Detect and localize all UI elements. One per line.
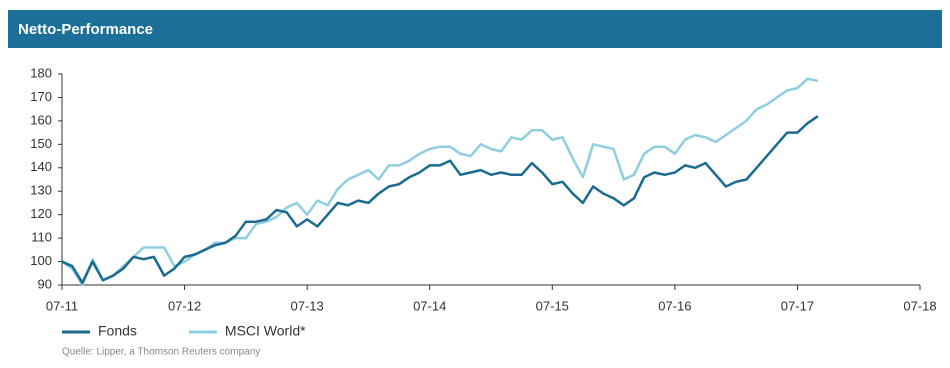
series-line xyxy=(61,77,819,287)
x-tick-label: 07-11 xyxy=(46,298,78,313)
x-tick-label: 07-14 xyxy=(413,298,446,313)
y-tick-label: 140 xyxy=(30,159,52,174)
header-bar xyxy=(8,10,942,48)
legend-label: MSCI World* xyxy=(225,323,306,339)
y-tick-label: 110 xyxy=(31,230,52,245)
x-tick-label: 07-17 xyxy=(781,298,814,313)
header-title: Netto-Performance xyxy=(18,21,153,38)
x-tick-label: 07-16 xyxy=(658,298,691,313)
y-tick-label: 100 xyxy=(30,253,52,268)
y-tick-label: 150 xyxy=(30,136,52,151)
y-tick-label: 160 xyxy=(30,112,52,127)
source-note: Quelle: Lipper, a Thomson Reuters compan… xyxy=(62,347,260,358)
x-tick-label: 07-13 xyxy=(291,298,324,313)
x-tick-label: 07-15 xyxy=(536,298,569,313)
y-tick-label: 180 xyxy=(30,65,52,80)
y-tick-label: 130 xyxy=(30,183,52,198)
x-tick-label: 07-18 xyxy=(903,298,936,313)
series-line xyxy=(61,115,819,284)
x-tick-label: 07-12 xyxy=(168,298,201,313)
y-tick-label: 170 xyxy=(30,89,52,104)
y-tick-label: 90 xyxy=(38,276,52,291)
y-tick-label: 120 xyxy=(30,206,52,221)
legend-label: Fonds xyxy=(98,323,137,339)
